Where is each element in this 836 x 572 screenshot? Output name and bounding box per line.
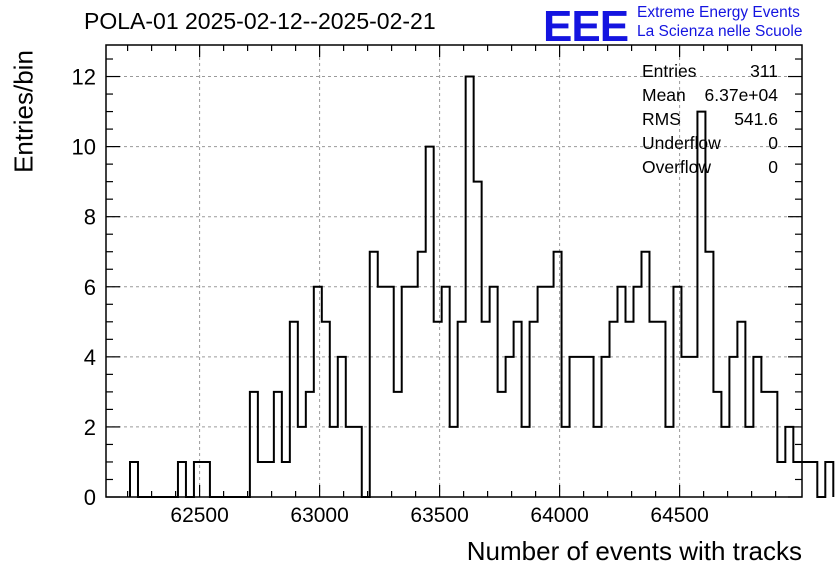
x-tick-label: 63000	[290, 504, 348, 527]
eee-logo: EEE	[543, 2, 629, 51]
stats-row-overflow: Overflow 0	[642, 155, 778, 179]
stats-label: Entries	[642, 61, 697, 81]
y-tick-label: 4	[84, 345, 96, 370]
stats-row-rms: RMS 541.6	[642, 107, 778, 131]
logo-line-1: Extreme Energy Events	[637, 4, 800, 21]
logo-line-2: La Scienza nelle Scuole	[637, 23, 803, 40]
stats-value: 0	[768, 157, 778, 177]
plot-frame	[105, 44, 803, 498]
stats-row-entries: Entries 311	[642, 59, 778, 83]
stats-label: RMS	[642, 109, 681, 129]
stats-row-mean: Mean 6.37e+04	[642, 83, 778, 107]
y-tick-label: 8	[84, 205, 96, 230]
x-axis-ticks: 62500 63000 63500 64000 64500	[126, 45, 777, 527]
stats-value: 0	[768, 133, 778, 153]
stats-label: Overflow	[642, 157, 712, 177]
stats-row-underflow: Underflow 0	[642, 131, 778, 155]
histogram-line	[129, 75, 835, 498]
stats-value: 6.37e+04	[704, 85, 778, 105]
x-tick-label: 63500	[410, 504, 468, 527]
stats-box: Entries 311 Mean 6.37e+04 RMS 541.6 Underfl…	[642, 59, 778, 179]
stats-label: Mean	[642, 85, 686, 105]
x-tick-label: 62500	[170, 504, 228, 527]
x-tick-label: 64500	[650, 504, 708, 527]
y-axis-label: Entries/bin	[8, 50, 39, 173]
chart-title: POLA-01 2025-02-12--2025-02-21	[84, 8, 436, 34]
stats-value: 311	[750, 61, 778, 81]
y-tick-label: 10	[72, 135, 96, 160]
stats-value: 541.6	[734, 109, 778, 129]
y-tick-label: 12	[72, 65, 96, 90]
stats-label: Underflow	[642, 133, 721, 153]
y-axis-ticks: 0 2 4 6 8 10 12	[72, 58, 802, 510]
x-axis-label: Number of events with tracks	[466, 536, 802, 566]
x-tick-label: 64000	[530, 504, 588, 527]
logo-caption: Extreme Energy Events La Scienza nelle S…	[637, 3, 802, 41]
y-tick-label: 0	[84, 485, 96, 510]
y-tick-label: 6	[84, 275, 96, 300]
y-tick-label: 2	[84, 415, 96, 440]
